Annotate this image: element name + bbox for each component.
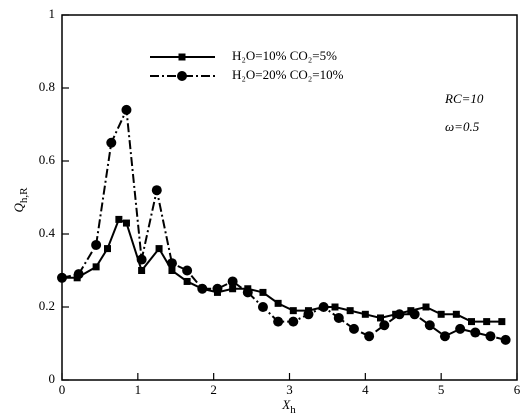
legend-label: H₂O=10% CO₂=5% [232,48,337,63]
marker [422,303,430,311]
y-tick-label: 0 [49,371,56,386]
marker [424,320,435,331]
legend-label: H₂O=20% CO₂=10% [232,67,344,82]
y-label-main: Q [11,202,26,212]
x-tick-label: 3 [286,382,293,397]
marker [57,272,67,283]
marker [106,137,117,148]
marker [121,104,132,115]
marker [257,302,268,312]
legend-marker [177,71,187,81]
y-tick-label: 0.8 [39,79,55,94]
marker [151,185,162,196]
marker [182,265,193,276]
y-tick-label: 0.4 [39,225,56,240]
marker [212,283,223,294]
marker [242,287,253,298]
y-tick-label: 0.2 [39,298,55,313]
y-tick-label: 0.6 [39,152,56,167]
marker [227,276,238,287]
x-tick-label: 4 [362,382,369,397]
marker [92,263,100,271]
marker [468,318,475,326]
marker [183,277,191,285]
y-axis-label: Qh,R [11,187,30,213]
marker [136,254,147,265]
marker [259,288,267,296]
marker [364,331,375,342]
marker [138,267,146,274]
marker [331,303,339,311]
marker [394,309,405,320]
marker [273,316,284,327]
marker [379,320,390,331]
marker [122,219,130,227]
annotation: ω=0.5 [445,119,480,134]
marker [288,316,299,327]
marker [361,310,369,318]
x-tick-label: 1 [135,382,142,397]
x-label-main: X [281,397,291,412]
marker [439,331,450,342]
annotation: RC=10 [444,91,484,106]
marker [166,258,177,269]
marker [437,310,445,318]
marker [485,331,496,342]
marker [289,307,297,315]
marker [407,307,415,315]
y-label-sub: h,R [18,187,30,203]
x-tick-label: 6 [514,382,521,397]
marker [168,267,176,274]
marker [452,310,460,318]
marker [455,323,466,334]
marker [115,215,123,223]
marker [104,245,111,253]
marker [377,314,384,322]
marker [470,327,481,338]
y-tick-label: 1 [49,6,56,21]
marker [155,245,163,253]
marker [197,283,208,294]
marker [73,269,84,280]
marker [318,302,329,312]
marker [229,285,237,293]
marker [483,318,491,326]
marker [303,309,314,320]
series-line [62,218,502,323]
marker [274,299,282,307]
x-label-sub: h [290,404,296,416]
x-axis-label: Xh [281,397,296,416]
marker [498,318,506,326]
marker [348,323,359,334]
marker [91,239,102,250]
marker [500,334,511,345]
marker [333,312,344,323]
x-tick-label: 2 [210,382,217,397]
x-tick-label: 0 [59,382,66,397]
marker [409,309,420,320]
legend-marker [178,53,186,61]
x-tick-label: 5 [438,382,445,397]
marker [346,307,354,315]
